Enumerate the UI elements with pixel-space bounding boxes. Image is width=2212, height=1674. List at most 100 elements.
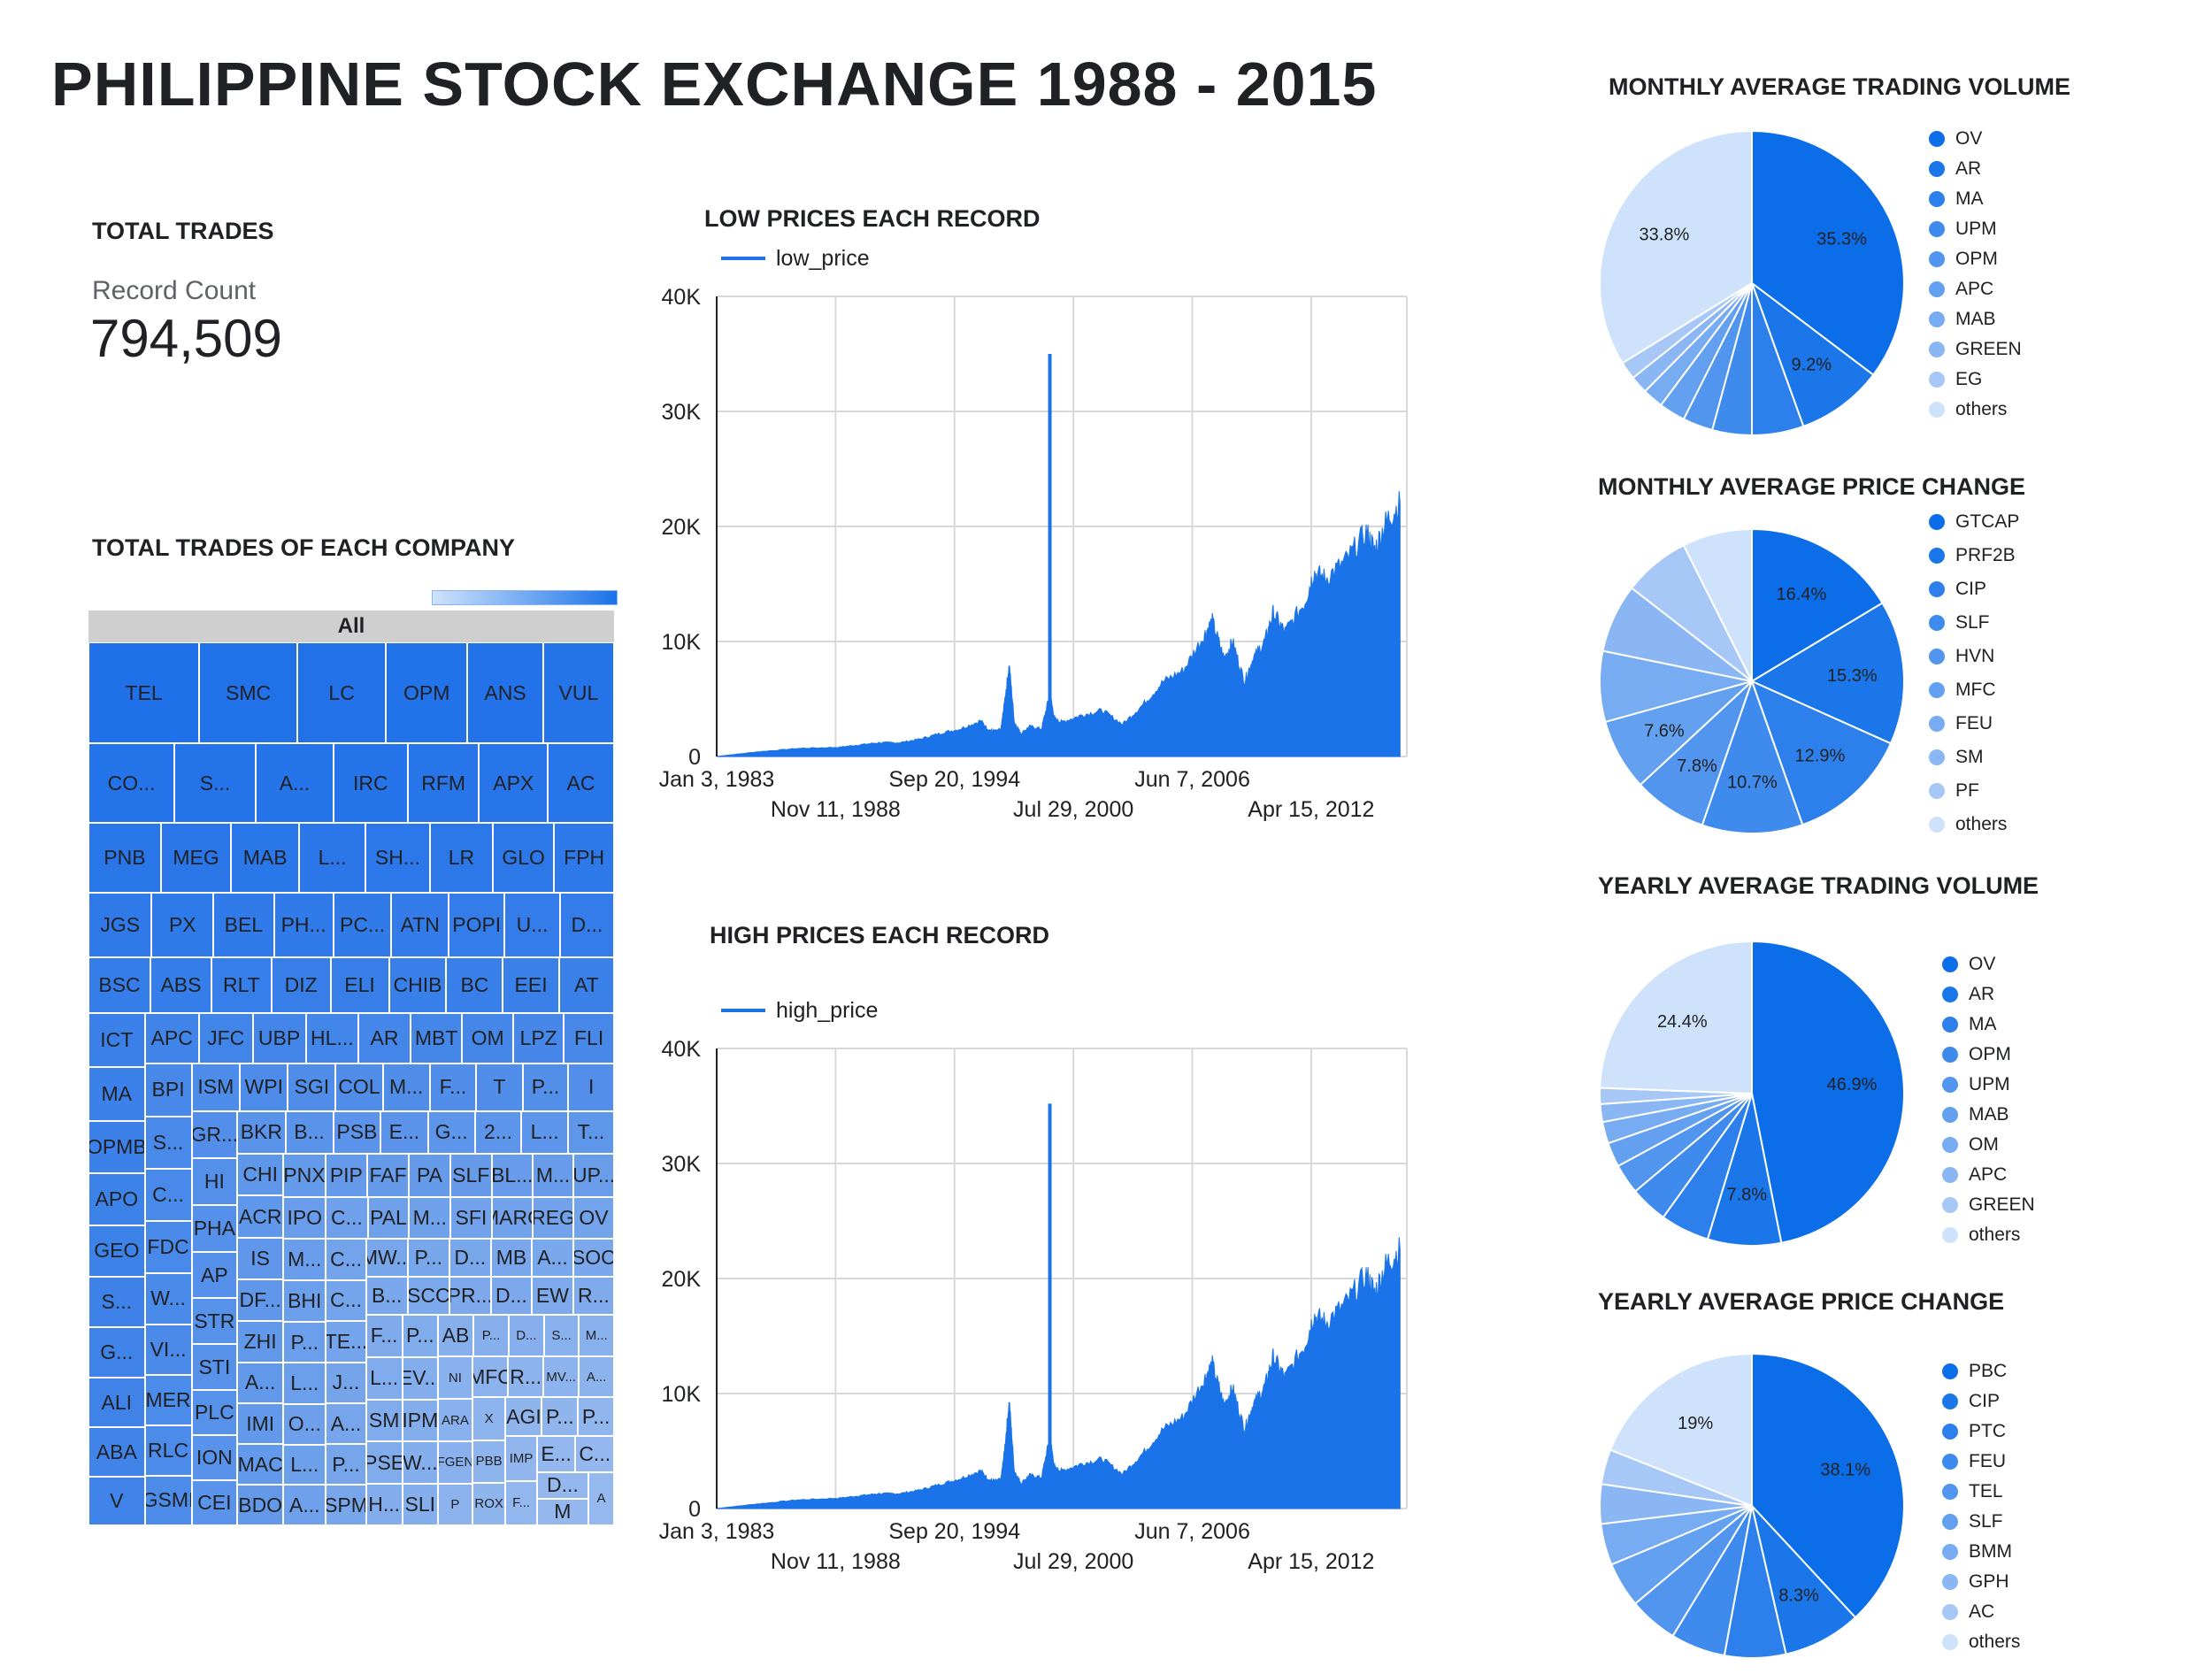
treemap-cell[interactable]: P... (283, 1321, 326, 1363)
treemap-cell[interactable]: C... (144, 1169, 192, 1222)
treemap-cell[interactable]: M (536, 1498, 588, 1525)
treemap-cell[interactable]: D... (559, 892, 614, 958)
treemap-cell[interactable]: BDO (237, 1485, 284, 1525)
treemap-cell[interactable]: HL... (305, 1013, 359, 1064)
treemap-cell[interactable]: X (472, 1397, 506, 1440)
high-price-chart[interactable]: high_price 0 10K 20K 30K 40K Jan 3, 1983 Nov 11… (637, 982, 1433, 1601)
treemap-cell[interactable]: SOC (572, 1238, 614, 1278)
treemap-cell[interactable]: A... (256, 743, 334, 823)
treemap-cell[interactable]: IRC (333, 743, 408, 823)
legend-item-bmm[interactable]: BMM (1942, 1541, 2012, 1563)
treemap-cell[interactable]: JFC (198, 1013, 253, 1064)
treemap-cell[interactable]: VI... (144, 1324, 192, 1376)
legend-item-others[interactable]: others (1929, 399, 2007, 420)
treemap-cell[interactable]: MBT (410, 1013, 463, 1064)
treemap-cell[interactable]: EW (532, 1277, 573, 1315)
legend-item-apc[interactable]: APC (1942, 1164, 2007, 1186)
treemap-cell[interactable]: DIZ (271, 957, 331, 1014)
treemap-cell[interactable]: M... (532, 1153, 574, 1198)
treemap-cell[interactable]: COL (335, 1063, 383, 1111)
legend-item-apc[interactable]: APC (1929, 279, 1993, 300)
treemap-cell[interactable]: R... (572, 1277, 614, 1315)
treemap-cell[interactable]: MARC (491, 1197, 533, 1239)
treemap-cell[interactable]: PNB (88, 822, 161, 893)
legend-item-ma[interactable]: MA (1942, 1014, 1997, 1035)
treemap-cell[interactable]: MV... (543, 1356, 580, 1398)
treemap-cell[interactable]: CHI (237, 1153, 284, 1196)
pie-slice-others[interactable] (1599, 129, 1753, 365)
treemap-cell[interactable]: B... (365, 1277, 408, 1315)
treemap-cell[interactable]: SH... (365, 822, 430, 893)
treemap-cell[interactable]: BSC (88, 957, 151, 1014)
legend-item-prf2b[interactable]: PRF2B (1929, 545, 2016, 566)
treemap-cell[interactable]: L... (521, 1110, 568, 1154)
treemap-cell[interactable]: ABA (88, 1427, 145, 1477)
treemap-cell[interactable]: LC (297, 642, 387, 744)
treemap-cell[interactable]: G... (427, 1110, 475, 1154)
pie-slice-others[interactable] (1599, 940, 1753, 1095)
series-area[interactable] (716, 1237, 1401, 1509)
treemap-cell[interactable]: FGEN (437, 1441, 472, 1484)
legend-item-ar[interactable]: AR (1929, 158, 1981, 180)
treemap-cell[interactable]: ISM (191, 1063, 241, 1111)
treemap-cell[interactable]: PBB (472, 1440, 506, 1483)
treemap-cell[interactable]: E... (536, 1436, 576, 1472)
legend-item-tel[interactable]: TEL (1942, 1481, 2003, 1502)
treemap-cell[interactable]: BHI (283, 1280, 326, 1322)
treemap-cell[interactable]: L... (299, 822, 366, 893)
treemap-cell[interactable]: F... (429, 1063, 477, 1111)
pie-slice-pbc[interactable] (1751, 1352, 1905, 1619)
treemap-cell[interactable]: P... (473, 1315, 509, 1357)
pie-slice-slf[interactable] (1701, 678, 1804, 834)
legend-item-green[interactable]: GREEN (1929, 339, 2022, 360)
treemap-cell[interactable]: PSB (333, 1110, 381, 1154)
treemap-cell[interactable]: IMI (237, 1403, 284, 1445)
legend-item-opm[interactable]: OPM (1942, 1044, 2011, 1065)
pie-monthly-price[interactable]: 16.4% 15.3% 12.9% 10.7% 7.8% 7.6% (1584, 513, 1920, 849)
pie-monthly-volume[interactable]: 35.3% 9.2% 33.8% (1584, 115, 1920, 451)
treemap-cell[interactable]: L... (283, 1363, 326, 1404)
legend-item-mab[interactable]: MAB (1929, 309, 1996, 330)
treemap-cell[interactable]: ACR (237, 1195, 284, 1238)
treemap-cell[interactable]: G... (88, 1327, 145, 1378)
pie-slice-prf2b[interactable] (1749, 602, 1905, 745)
pie-yearly-volume[interactable]: 46.9% 7.8% 24.4% (1584, 925, 1929, 1271)
treemap-cell[interactable]: MB (490, 1238, 533, 1278)
treemap-cell[interactable]: IPO (283, 1197, 326, 1240)
legend-item-slf[interactable]: SLF (1929, 612, 1990, 634)
treemap-cell[interactable]: OV (573, 1197, 614, 1239)
treemap-cell[interactable]: P... (402, 1315, 438, 1357)
treemap-cell[interactable]: MW... (365, 1238, 408, 1278)
treemap-cell[interactable]: T... (567, 1110, 614, 1154)
treemap-cell[interactable]: MFC (472, 1356, 509, 1398)
treemap-cell[interactable]: CHIB (388, 957, 447, 1014)
legend-item-slf[interactable]: SLF (1942, 1511, 2003, 1532)
treemap-cell[interactable]: D... (490, 1277, 533, 1315)
legend-item-mab[interactable]: MAB (1942, 1104, 2009, 1125)
treemap-cell[interactable]: CEI (191, 1480, 238, 1525)
treemap-cell[interactable]: PAL (367, 1197, 410, 1239)
series-area[interactable] (716, 491, 1401, 757)
treemap-cell[interactable]: BL... (491, 1153, 533, 1198)
pie-slice-gtcap[interactable] (1751, 527, 1884, 683)
treemap-cell[interactable]: PHA (191, 1205, 238, 1252)
treemap-cell[interactable]: F... (505, 1480, 537, 1525)
treemap-cell[interactable]: UBP (252, 1013, 306, 1064)
treemap-cell[interactable]: P (437, 1483, 472, 1525)
treemap-cell[interactable]: A... (532, 1238, 573, 1278)
treemap-cell[interactable]: 2... (474, 1110, 522, 1154)
treemap-cell[interactable]: D... (508, 1315, 544, 1357)
treemap-cell[interactable]: U... (504, 892, 560, 958)
treemap-cell[interactable]: V (88, 1477, 145, 1525)
treemap-cell[interactable]: T (476, 1063, 523, 1111)
treemap-cell[interactable]: SM (365, 1399, 403, 1442)
treemap-cell[interactable]: AC (548, 743, 614, 823)
treemap-cell[interactable]: AP (191, 1251, 238, 1299)
treemap-cell[interactable]: FDC (144, 1221, 192, 1273)
treemap-cell[interactable]: M... (409, 1197, 451, 1239)
treemap-cell[interactable]: APO (88, 1173, 145, 1225)
treemap-cell[interactable]: M... (579, 1315, 614, 1357)
treemap-cell[interactable]: NI (437, 1356, 472, 1400)
treemap-cell[interactable]: H... (365, 1483, 403, 1525)
treemap-cell[interactable]: FLI (564, 1013, 614, 1064)
